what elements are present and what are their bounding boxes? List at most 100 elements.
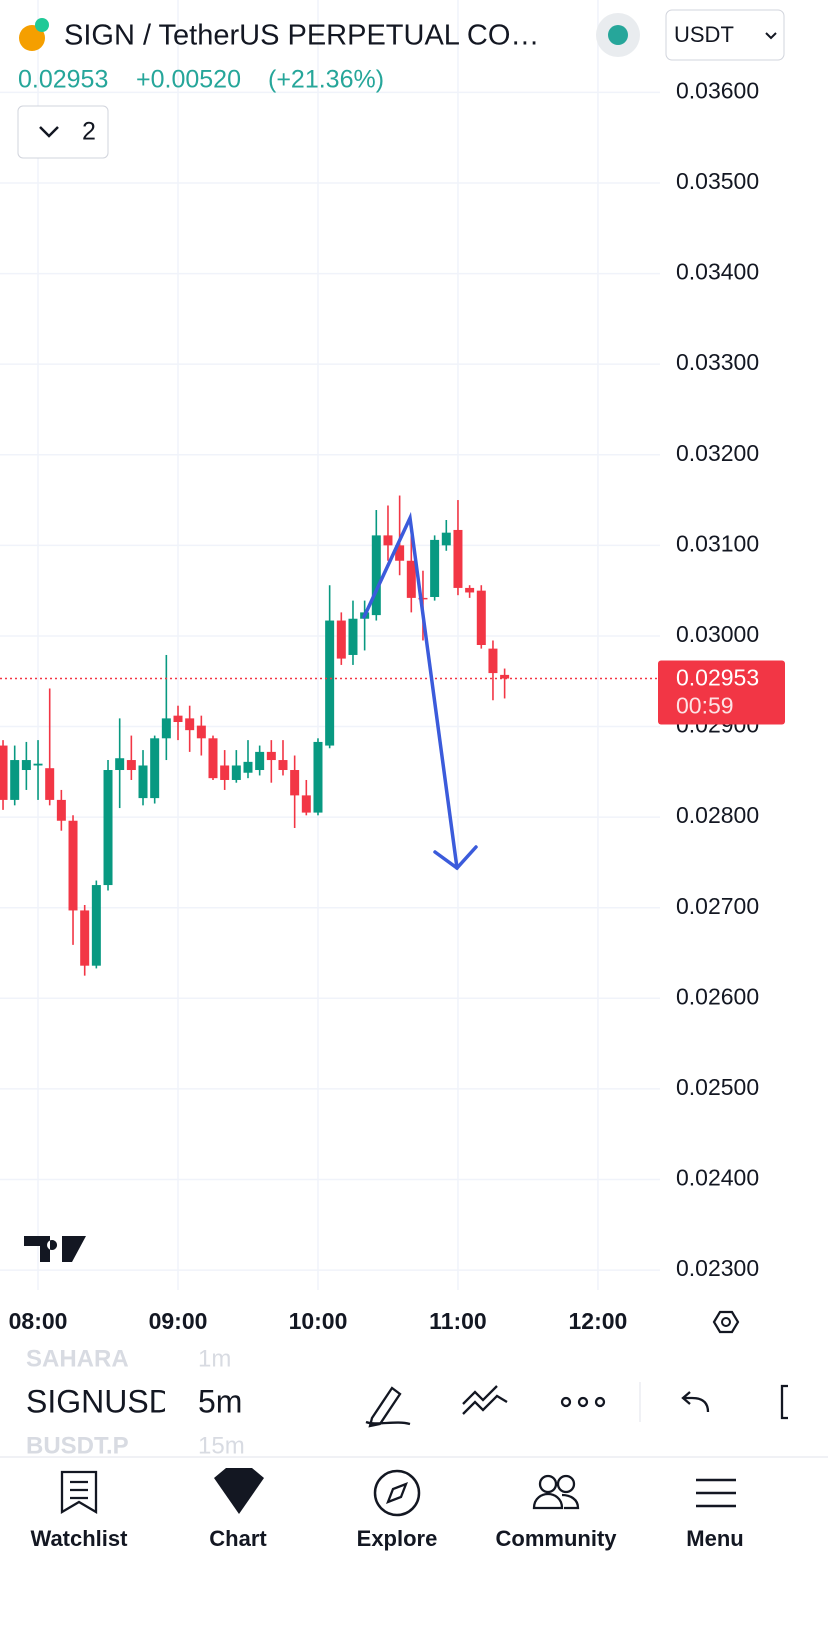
- nav-labels: Watchlist Chart Explore Community Menu: [31, 1526, 744, 1551]
- candle-body: [173, 715, 183, 723]
- y-tick-label: 0.02400: [676, 1165, 759, 1191]
- nav-label[interactable]: Explore: [357, 1526, 438, 1551]
- candle-body: [266, 751, 276, 761]
- candle-body: [418, 597, 428, 600]
- candle-body: [185, 718, 195, 731]
- y-tick-label: 0.02300: [676, 1255, 759, 1281]
- candle-body: [465, 587, 475, 593]
- candle-body: [278, 760, 288, 771]
- watchlist-icon[interactable]: [60, 1470, 98, 1515]
- candle-body: [383, 535, 393, 546]
- candle-body: [161, 718, 171, 739]
- fullscreen-icon[interactable]: [780, 1384, 788, 1420]
- menu-icon[interactable]: [696, 1478, 736, 1508]
- candle-body: [476, 590, 486, 645]
- last-price-tag: [658, 660, 785, 725]
- settings-icon[interactable]: [712, 1310, 740, 1334]
- currency-select[interactable]: [665, 9, 785, 61]
- y-tick-label: 0.02600: [676, 983, 759, 1009]
- header-price: 0.02953: [18, 66, 108, 94]
- candle-body: [45, 768, 55, 800]
- candle-body: [488, 648, 498, 674]
- candle-body: [10, 760, 20, 800]
- explore-needle: [385, 1481, 409, 1505]
- last-price-label: 0.02953: [676, 665, 759, 691]
- nav-label[interactable]: Menu: [686, 1526, 743, 1551]
- candle-body: [371, 535, 381, 616]
- candle-body: [395, 545, 405, 561]
- grid: 08:00 09:00 10:00 11:00 12:00 0.03600 0.03500 0…: [0, 0, 759, 1334]
- candle-body: [313, 741, 323, 813]
- nav-label[interactable]: Chart: [209, 1526, 267, 1551]
- drawing-tools-icon[interactable]: [462, 1385, 508, 1415]
- y-tick-label: 0.02500: [676, 1074, 759, 1100]
- candle-body: [126, 760, 136, 771]
- next-interval: 15m: [198, 1432, 245, 1459]
- countdown: 00:59: [676, 693, 734, 719]
- candle-body: [56, 799, 66, 821]
- explore-icon[interactable]: [373, 1469, 421, 1517]
- nav-label[interactable]: Watchlist: [31, 1526, 129, 1551]
- y-tick-label: 0.03200: [676, 440, 759, 466]
- y-tick-label: 0.03300: [676, 349, 759, 375]
- candle-body: [0, 745, 8, 800]
- candle-body: [336, 620, 346, 659]
- prev-interval: 1m: [198, 1345, 231, 1372]
- candle-body: [68, 820, 78, 911]
- y-tick-label: 0.03500: [676, 168, 759, 194]
- interval[interactable]: 5m: [198, 1383, 242, 1419]
- currency: USDT: [674, 22, 734, 47]
- prev-symbol: SAHARA: [26, 1345, 129, 1372]
- candle-body: [80, 910, 90, 966]
- draw-icon[interactable]: [365, 1386, 411, 1428]
- symbol-icon-badge: [35, 18, 49, 32]
- symbol[interactable]: SIGNUSD: [26, 1383, 172, 1419]
- nav-label[interactable]: Community: [496, 1526, 618, 1551]
- header-change-pct: (+21.36%): [268, 66, 384, 94]
- y-tick-label: 0.03000: [676, 621, 759, 647]
- indicators-count: 2: [82, 118, 96, 146]
- candle-body: [406, 560, 416, 598]
- candle-body: [290, 770, 300, 796]
- candle-body: [91, 885, 101, 966]
- more-icon[interactable]: [560, 1396, 606, 1408]
- candle-body: [453, 529, 463, 588]
- indicators-toggle[interactable]: [17, 105, 109, 159]
- header-change: +0.00520: [136, 66, 241, 94]
- candle-body: [208, 738, 218, 779]
- candle-body: [430, 539, 440, 597]
- x-tick-label: 12:00: [569, 1308, 628, 1334]
- x-tick-label: 10:00: [289, 1308, 348, 1334]
- chart-icon[interactable]: [214, 1468, 264, 1514]
- symbol-icon: [19, 25, 45, 51]
- y-tick-label: 0.03400: [676, 259, 759, 285]
- y-tick-label: 0.03600: [676, 77, 759, 103]
- candle-body: [150, 738, 160, 799]
- x-tick-label: 11:00: [429, 1308, 487, 1334]
- chevron: [39, 126, 59, 138]
- candle-body: [115, 758, 125, 771]
- candle-body: [33, 763, 43, 766]
- bottom-nav: [0, 1457, 828, 1634]
- x-tick-label: 08:00: [9, 1308, 68, 1334]
- candle-body: [220, 765, 230, 780]
- drawn-arrow: [362, 511, 478, 871]
- y-tick-label: 0.03100: [676, 530, 759, 556]
- symbol-clip: SAHARA SIGNUSD BUSDT.P: [26, 1345, 172, 1459]
- candle-body: [255, 751, 265, 771]
- y-tick-label: 0.02700: [676, 893, 759, 919]
- candle-body: [348, 618, 358, 655]
- y-tick-label: 0.02800: [676, 802, 759, 828]
- toolbar: [0, 1345, 828, 1457]
- undo-icon[interactable]: [681, 1391, 710, 1413]
- symbol-title[interactable]: SIGN / TetherUS PERPETUAL CO…: [64, 20, 539, 52]
- candle-body: [138, 765, 148, 799]
- community-icon[interactable]: [532, 1474, 580, 1510]
- candle-body: [243, 761, 253, 773]
- status-dot: [608, 25, 628, 45]
- candle-body: [231, 765, 241, 780]
- candle-body: [441, 532, 451, 546]
